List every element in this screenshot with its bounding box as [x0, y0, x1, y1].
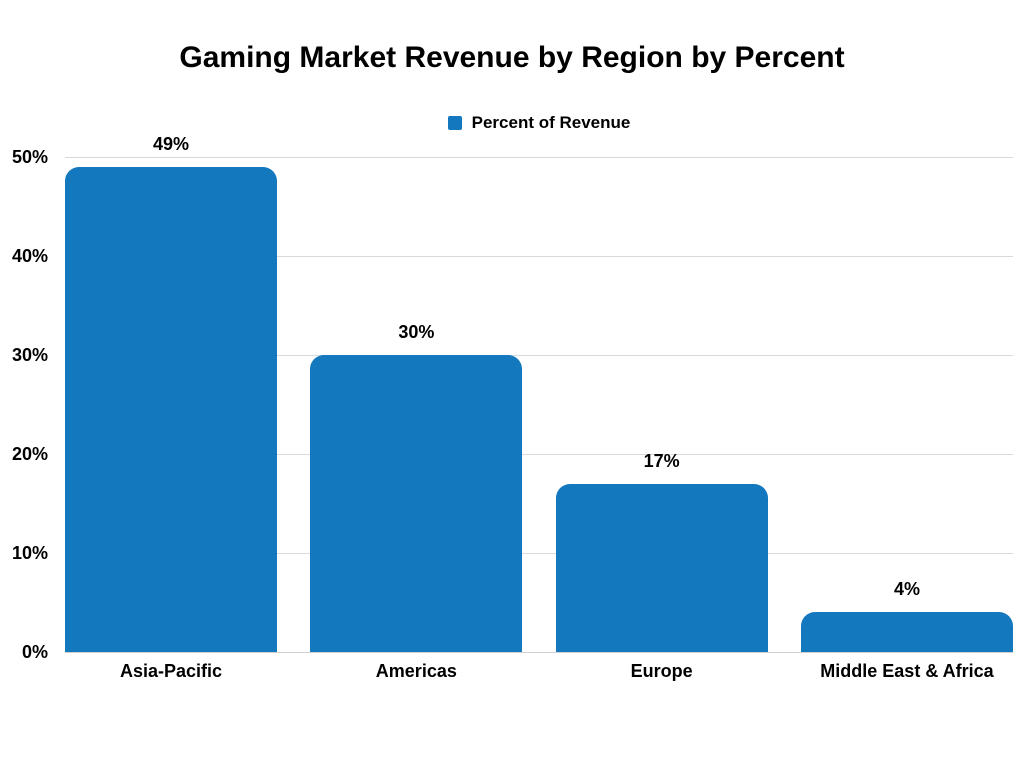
- gridline-50: [65, 157, 1013, 158]
- gridline-0: [65, 652, 1013, 653]
- x-axis: Asia-Pacific Americas Europe Middle East & …: [65, 660, 1013, 682]
- bar-middle-east-africa: [800, 612, 1013, 652]
- x-tick-label: Americas: [375, 661, 457, 681]
- bars-row: 49% 30% 17% 4%: [65, 134, 1013, 652]
- x-tick-label: Middle East & Africa: [820, 661, 994, 681]
- gridline-10: [65, 553, 1013, 554]
- gridline-40: [65, 256, 1013, 257]
- x-tick-label: Europe: [630, 661, 693, 681]
- bar-asia-pacific: [65, 166, 277, 652]
- y-tick-label: 10%: [11, 543, 48, 563]
- chart-title: Gaming Market Revenue by Region by Perce…: [179, 41, 845, 74]
- bar-cell-americas: 30%: [310, 157, 523, 652]
- gridlines: [65, 157, 1013, 653]
- bar-value-label: 17%: [643, 450, 680, 471]
- legend: Percent of Revenue: [65, 112, 1013, 134]
- bar-value-label: 30%: [398, 322, 435, 342]
- legend-label: Percent of Revenue: [471, 113, 631, 132]
- bar-cell-asia-pacific: 49%: [65, 134, 277, 652]
- y-axis: 0% 10% 20% 30% 40% 50%: [0, 147, 48, 662]
- y-tick-label: 0%: [21, 642, 48, 662]
- gridline-30: [65, 355, 1013, 356]
- bar-europe: [555, 483, 768, 652]
- legend-swatch-icon: [447, 116, 462, 130]
- y-tick-label: 20%: [11, 444, 48, 464]
- y-tick-label: 50%: [11, 147, 48, 167]
- bar-value-label: 49%: [152, 133, 190, 154]
- bar-value-label: 4%: [893, 579, 920, 600]
- y-tick-label: 40%: [11, 246, 48, 266]
- bar-cell-middle-east-africa: 4%: [800, 157, 1013, 652]
- bar-cell-europe: 17%: [555, 157, 768, 652]
- y-tick-label: 30%: [11, 345, 48, 365]
- gridline-20: [65, 454, 1013, 455]
- plot-area: 49% 30% 17% 4%: [65, 134, 1013, 653]
- bar-americas: [310, 355, 523, 652]
- x-tick-label: Asia-Pacific: [119, 661, 223, 681]
